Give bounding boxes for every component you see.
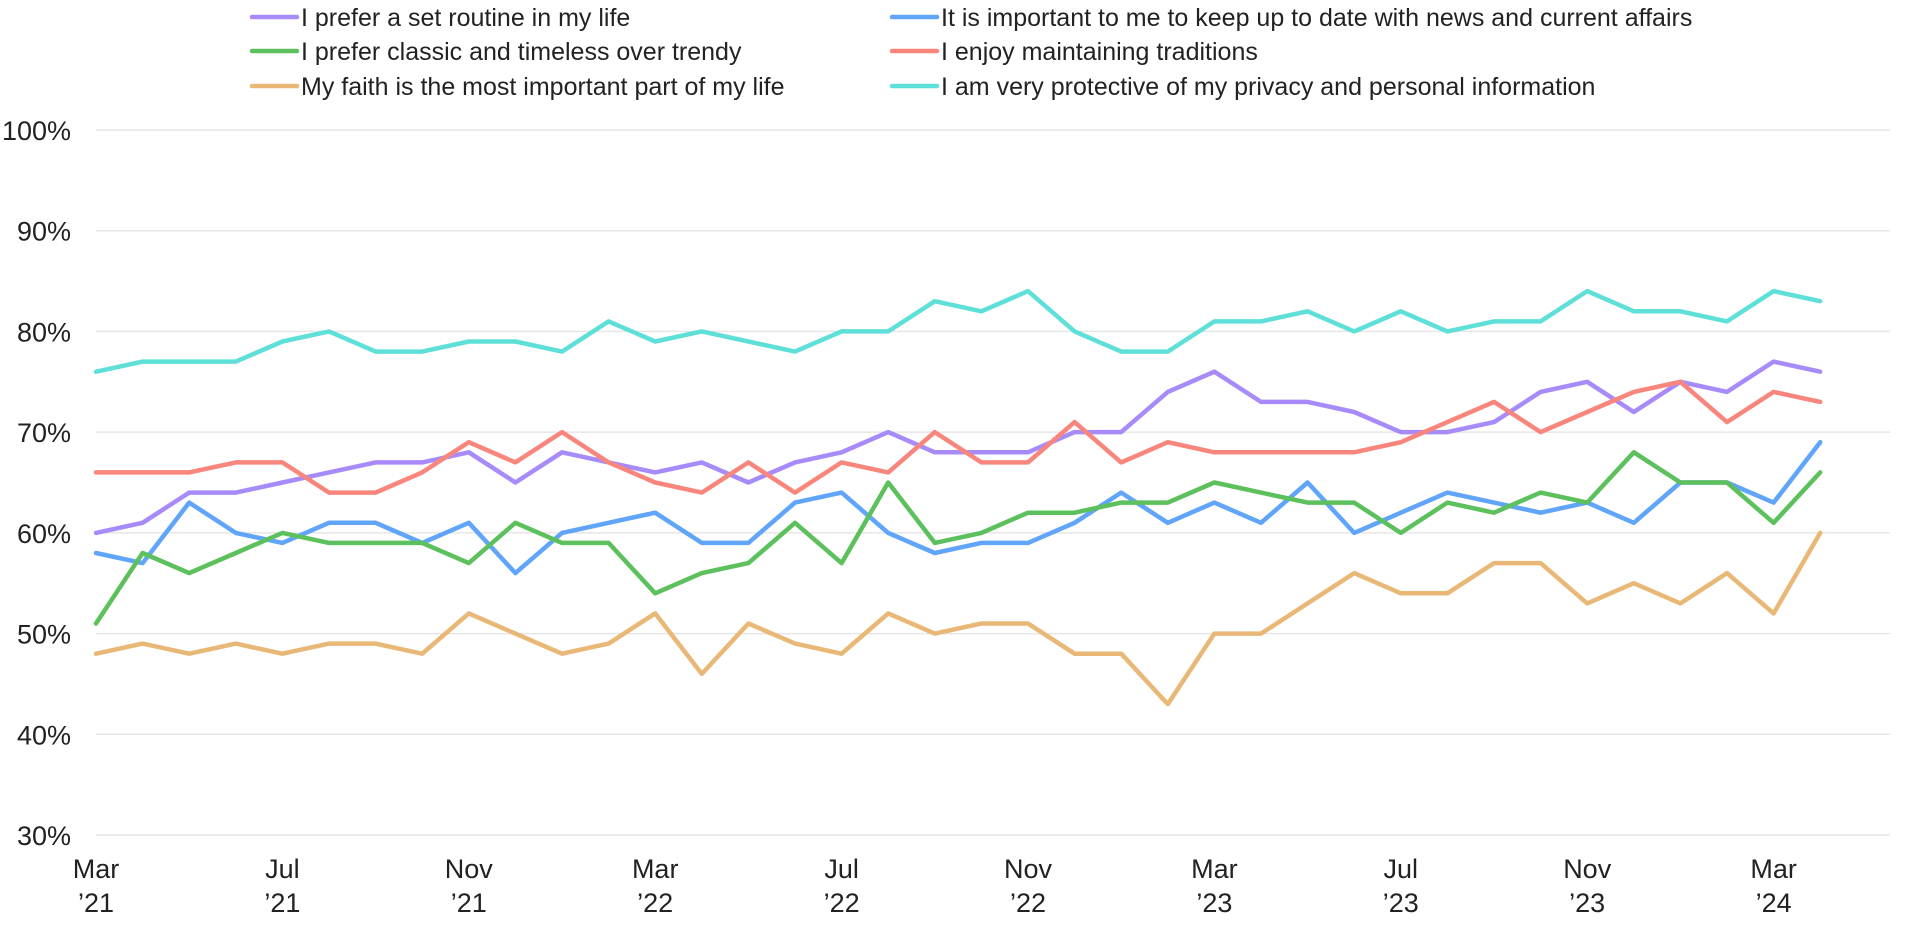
y-axis-ticks: 30% 40% 50% 60% 70% 80% 90% 100% [2,116,71,851]
x-tick-label-line: ’23 [1383,888,1419,918]
series-line-6 [93,288,1823,374]
legend-item: I prefer classic and timeless over trend… [249,38,742,66]
x-tick-label: Jul ’21 [264,854,300,918]
legend-item: My faith is the most important part of m… [249,73,785,101]
x-tick-label-line: Mar [1191,854,1238,884]
x-tick-label-line: Mar [632,854,679,884]
x-tick-label-line: ’22 [824,888,860,918]
x-tick-label: Nov ’23 [1563,854,1612,918]
y-tick-label: 90% [17,217,71,247]
legend-label: It is important to me to keep up to date… [941,4,1692,32]
x-tick-label-line: ’23 [1569,888,1605,918]
x-axis-ticks: Mar ’21 Jul ’21 Nov ’21 Mar ’22 Jul ’22 Nov ’22 Mar ’… [73,854,1797,918]
x-tick-label-line: ’22 [637,888,673,918]
y-tick-label: 60% [17,519,71,549]
legend-label: I prefer a set routine in my life [301,4,630,32]
x-tick-label-line: Jul [824,854,859,884]
x-tick-label-line: Nov [1563,854,1612,884]
x-tick-label: Mar ’21 [73,854,120,918]
x-tick-label-line: ’24 [1756,888,1792,918]
series-line-1 [93,359,1823,536]
y-tick-label: 80% [17,317,71,347]
x-tick-label-line: Mar [73,854,120,884]
series-line-5 [93,530,1823,707]
x-tick-label-line: ’22 [1010,888,1046,918]
y-tick-label: 40% [17,720,71,750]
x-tick-label-line: ’21 [451,888,487,918]
y-tick-label: 100% [2,116,71,146]
x-tick-label-line: ’23 [1196,888,1232,918]
x-tick-label-line: Nov [445,854,494,884]
y-tick-label: 50% [17,620,71,650]
x-tick-label: Nov ’22 [1004,854,1053,918]
legend: I prefer a set routine in my life I prefe… [249,4,1692,101]
x-tick-label: Mar ’22 [632,854,679,918]
legend-label: My faith is the most important part of m… [301,73,785,101]
legend-item: I prefer a set routine in my life [249,4,630,32]
series-line-3 [93,450,1823,626]
x-tick-label-line: Jul [265,854,300,884]
legend-label: I enjoy maintaining traditions [941,38,1258,66]
x-tick-label: Mar ’24 [1750,854,1797,918]
x-tick-label: Mar ’23 [1191,854,1238,918]
y-tick-label: 70% [17,418,71,448]
x-tick-label-line: Nov [1004,854,1053,884]
legend-item: I enjoy maintaining traditions [889,38,1258,66]
x-tick-label: Jul ’22 [824,854,860,918]
x-tick-label-line: Jul [1384,854,1419,884]
legend-item: I am very protective of my privacy and p… [889,73,1595,101]
series-line-2 [93,439,1823,576]
legend-item: It is important to me to keep up to date… [889,4,1692,32]
series-line-4 [93,379,1823,495]
series-lines [93,288,1823,707]
x-tick-label: Nov ’21 [445,854,494,918]
x-tick-label-line: ’21 [264,888,300,918]
legend-label: I prefer classic and timeless over trend… [301,38,742,66]
x-tick-label-line: Mar [1750,854,1797,884]
grid-lines [96,129,1890,836]
x-tick-label: Jul ’23 [1383,854,1419,918]
x-tick-label-line: ’21 [78,888,114,918]
legend-label: I am very protective of my privacy and p… [941,73,1595,101]
y-tick-label: 30% [17,821,71,851]
